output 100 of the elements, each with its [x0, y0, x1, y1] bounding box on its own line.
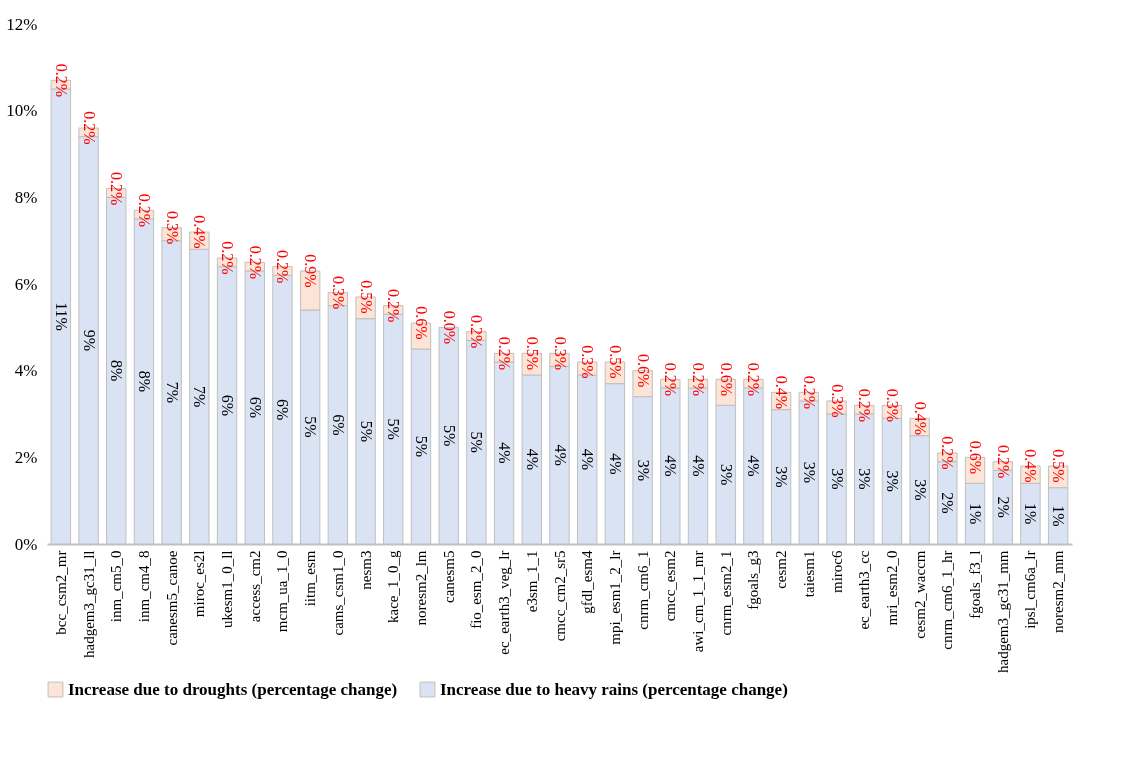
data-label: 1% — [1022, 503, 1040, 525]
data-label: 0.2% — [135, 193, 153, 227]
data-label: 0.2% — [800, 375, 818, 409]
data-label: 2% — [939, 492, 957, 514]
data-label: 0.0% — [440, 310, 458, 344]
data-label: 6% — [329, 414, 347, 436]
data-label: 0.2% — [385, 289, 403, 323]
x-tick-label: fio_esm_2_0 — [468, 550, 485, 629]
data-label: 3% — [800, 461, 818, 484]
data-label: 0.6% — [634, 354, 652, 388]
data-label: 3% — [911, 479, 929, 501]
data-label: 2% — [994, 496, 1012, 518]
x-tick-label: ec_earth3_cc — [856, 550, 873, 630]
x-tick-label: cnrm_cm6_1_hr — [939, 550, 956, 650]
data-label: 0.2% — [246, 245, 264, 279]
data-label: 4% — [745, 455, 763, 477]
data-label: 5% — [440, 425, 458, 447]
x-tick-label: e3sm_1_1 — [523, 550, 540, 613]
data-label: 3% — [773, 466, 791, 488]
data-label: 3% — [828, 468, 846, 490]
data-label: 4% — [523, 448, 541, 471]
data-label: 0.2% — [994, 445, 1012, 479]
y-tick-label: 2% — [14, 447, 38, 467]
data-label: 5% — [385, 418, 403, 440]
x-tick-label: nesm3 — [357, 550, 374, 590]
x-tick-label: cmcc_cm2_sr5 — [551, 550, 568, 642]
x-tick-label: cnrm_cm6_1 — [634, 550, 651, 630]
y-tick-label: 12% — [6, 14, 38, 34]
x-tick-label: cesm2 — [773, 550, 790, 589]
data-label: 0.2% — [939, 436, 957, 470]
data-label: 0.3% — [163, 211, 181, 245]
x-tick-label: taiesm1 — [800, 550, 817, 598]
data-label: 9% — [80, 329, 98, 351]
x-tick-label: kace_1_0_g — [385, 550, 402, 623]
data-label: 0.2% — [690, 362, 708, 396]
data-label: 0.5% — [1050, 449, 1068, 483]
data-label: 7% — [163, 381, 181, 403]
y-tick-label: 8% — [14, 187, 38, 207]
data-label: 5% — [302, 416, 320, 438]
data-label: 0.5% — [523, 336, 541, 370]
data-label: 5% — [412, 435, 430, 458]
x-tick-label: canesm5_canoe — [163, 550, 180, 646]
data-label: 0.4% — [911, 401, 929, 435]
data-label: 0.2% — [52, 63, 70, 97]
data-label: 0.3% — [551, 336, 569, 370]
data-label: 0.9% — [302, 254, 320, 288]
x-tick-label: mri_esm2_0 — [883, 550, 900, 626]
x-tick-label: iitm_esm — [302, 550, 319, 607]
data-label: 0.4% — [191, 215, 209, 249]
x-tick-label: hadgem3_gc31_mm — [994, 550, 1011, 673]
x-tick-label: inm_cm4_8 — [135, 550, 152, 623]
data-label: 8% — [135, 370, 153, 393]
data-label: 0.2% — [662, 362, 680, 396]
x-tick-label: miroc6 — [828, 550, 845, 593]
x-tick-label: mpi_esm1_2_lr — [606, 550, 623, 645]
x-tick-label: cmcc_esm2 — [662, 550, 679, 622]
data-label: 0.5% — [606, 345, 624, 379]
data-label: 0.2% — [108, 172, 126, 206]
x-tick-label: canesm5 — [440, 550, 457, 603]
x-tick-label: mcm_ua_1_0 — [274, 550, 291, 633]
data-label: 3% — [883, 470, 901, 492]
data-label: 0.6% — [717, 362, 735, 396]
data-label: 4% — [579, 448, 597, 471]
data-label: 3% — [634, 459, 652, 481]
data-label: 6% — [246, 396, 264, 419]
x-tick-label: ec_earth3_veg_lr — [496, 550, 513, 655]
x-tick-label: inm_cm5_0 — [108, 550, 125, 623]
x-tick-label: fgoals_f3_l — [967, 550, 984, 619]
data-label: 0.2% — [219, 241, 237, 275]
x-tick-label: ukesm1_0_ll — [219, 550, 236, 628]
data-label: 4% — [551, 444, 569, 466]
data-label: 4% — [496, 442, 514, 464]
data-label: 0.6% — [412, 306, 430, 340]
data-label: 0.2% — [468, 315, 486, 349]
data-label: 0.2% — [745, 362, 763, 396]
y-tick-label: 10% — [6, 101, 38, 121]
data-label: 5% — [468, 431, 486, 453]
x-tick-label: access_cm2 — [246, 550, 263, 623]
data-label: 6% — [274, 399, 292, 421]
x-tick-label: hadgem3_gc31_ll — [80, 550, 97, 658]
x-tick-label: cesm2_waccm — [911, 550, 928, 639]
data-label: 11% — [52, 302, 70, 331]
x-tick-label: awi_cm_1_1_mr — [690, 550, 707, 653]
legend-label: Increase due to heavy rains (percentage change) — [440, 679, 788, 699]
x-tick-label: fgoals_g3 — [745, 550, 762, 610]
data-label: 8% — [108, 360, 126, 382]
x-tick-label: gfdl_esm4 — [579, 550, 596, 614]
data-label: 0.4% — [773, 375, 791, 409]
x-tick-label: ipsl_cm6a_lr — [1022, 550, 1039, 629]
data-label: 3% — [856, 468, 874, 490]
data-label: 5% — [357, 420, 375, 442]
data-label: 7% — [191, 386, 209, 408]
data-label: 0.2% — [496, 336, 514, 370]
x-tick-label: bcc_csm2_mr — [52, 550, 69, 635]
x-tick-label: cnrm_esm2_1 — [717, 550, 734, 636]
legend-label: Increase due to droughts (percentage change) — [68, 679, 398, 699]
data-label: 0.3% — [883, 388, 901, 422]
data-label: 0.5% — [357, 280, 375, 314]
data-label: 1% — [1050, 505, 1068, 527]
y-tick-label: 4% — [14, 361, 38, 381]
